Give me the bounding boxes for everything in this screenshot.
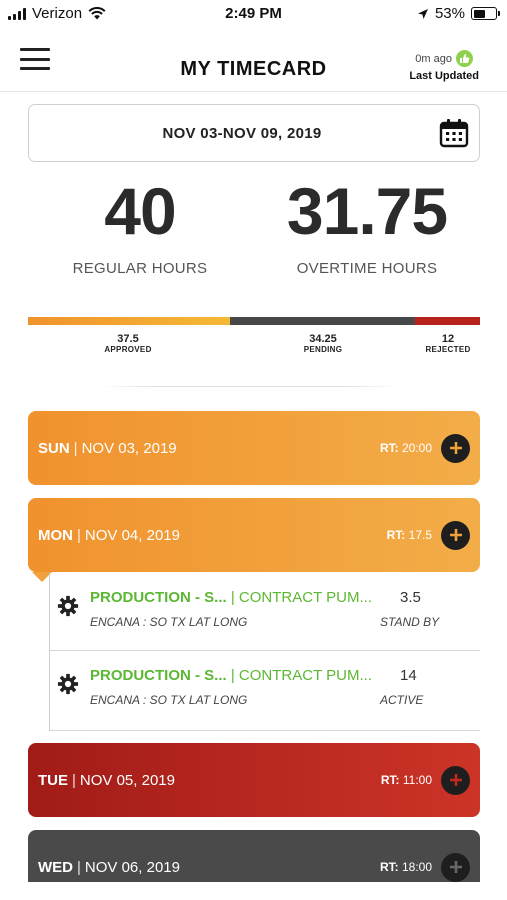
section-divider [100, 386, 400, 387]
overtime-hours-label: OVERTIME HOURS [296, 260, 438, 277]
date-range-picker[interactable]: NOV 03-NOV 09, 2019 [28, 104, 480, 162]
rejected-value: 12 [441, 333, 455, 345]
regular-hours-label: REGULAR HOURS [72, 260, 208, 277]
entry-location: ENCANA : SO TX LAT LONG [90, 615, 248, 629]
day-card-mon[interactable]: MON | NOV 04, 2019 RT: 17.5 [28, 498, 480, 572]
battery-level [473, 9, 485, 18]
rejected-label: REJECTED [425, 345, 471, 354]
rt-label: RT: [380, 773, 400, 787]
calendar-icon[interactable] [439, 118, 469, 148]
overtime-hours: 31.75 OVERTIME HOURS [267, 178, 467, 277]
status-bar: Verizon 2:49 PM 53% [0, 0, 507, 28]
scroll-clip: WED | NOV 06, 2019 RT: 18:00 [0, 830, 507, 882]
day-rt: RT: 20:00 [380, 441, 432, 455]
add-entry-button[interactable] [441, 852, 470, 882]
time-entry[interactable]: PRODUCTION - S... | CONTRACT PUM... 14 E… [50, 651, 480, 731]
day-name: WED [38, 858, 73, 876]
time-entry[interactable]: PRODUCTION - S... | CONTRACT PUM... 3.5 … [50, 573, 480, 651]
status-breakdown-bar [28, 317, 480, 325]
regular-hours: 40 REGULAR HOURS [40, 178, 240, 277]
rt-label: RT: [386, 528, 406, 542]
plus-icon [449, 442, 462, 454]
hamburger-menu-icon[interactable] [20, 48, 50, 70]
entry-job: PRODUCTION - S... [90, 589, 227, 606]
approved-segment [28, 317, 231, 325]
day-card-wed[interactable]: WED | NOV 06, 2019 RT: 18:00 [28, 830, 480, 882]
rt-label: RT: [379, 441, 399, 455]
page-title: MY TIMECARD [180, 58, 327, 80]
date-range-label: NOV 03-NOV 09, 2019 [162, 124, 322, 142]
regular-hours-value: 40 [104, 174, 176, 248]
approved-label: APPROVED [104, 345, 152, 354]
day-rt: RT: 17.5 [387, 528, 432, 542]
day-name: MON [38, 526, 73, 544]
pending-label: PENDING [303, 345, 343, 354]
day-date: NOV 03, 2019 [81, 439, 177, 457]
day-name: TUE [38, 771, 68, 789]
pending-stat: 34.25 PENDING [293, 333, 353, 354]
entry-title: PRODUCTION - S... | CONTRACT PUM... [90, 589, 372, 606]
rt-label: RT: [379, 860, 399, 874]
plus-icon [449, 529, 462, 541]
day-date: NOV 06, 2019 [84, 858, 180, 876]
wifi-icon [88, 7, 106, 20]
day-rt: RT: 18:00 [380, 860, 432, 874]
day-rt: RT: 11:00 [381, 773, 432, 787]
entry-job: PRODUCTION - S... [90, 667, 227, 684]
rejected-stat: 12 REJECTED [418, 333, 478, 354]
entry-location: ENCANA : SO TX LAT LONG [90, 693, 248, 707]
day-label: SUN | NOV 03, 2019 [38, 439, 177, 457]
status-bar-right: 53% [417, 5, 500, 22]
plus-icon [449, 774, 462, 786]
approved-value: 37.5 [117, 333, 139, 345]
entry-status: STAND BY [380, 615, 440, 629]
entry-hours: 14 [400, 667, 417, 684]
day-date: NOV 05, 2019 [79, 771, 175, 789]
status-bar-left: Verizon [8, 5, 106, 22]
day-card-tue[interactable]: TUE | NOV 05, 2019 RT: 11:00 [28, 743, 480, 817]
entry-hours: 3.5 [400, 589, 421, 606]
day-label: MON | NOV 04, 2019 [38, 526, 180, 544]
entry-title: PRODUCTION - S... | CONTRACT PUM... [90, 667, 372, 684]
rt-value: 11:00 [402, 773, 432, 787]
battery-percent: 53% [434, 5, 465, 22]
day-label: TUE | NOV 05, 2019 [38, 771, 175, 789]
day-card-sun[interactable]: SUN | NOV 03, 2019 RT: 20:00 [28, 411, 480, 485]
time-entries-list: PRODUCTION - S... | CONTRACT PUM... 3.5 … [49, 573, 480, 731]
pending-segment [230, 317, 416, 325]
rt-value: 20:00 [401, 441, 432, 455]
rejected-segment [415, 317, 480, 325]
thumbs-up-icon [456, 50, 473, 67]
gear-icon[interactable] [57, 595, 79, 617]
add-entry-button[interactable] [441, 765, 470, 795]
carrier-name: Verizon [32, 5, 83, 22]
day-name: SUN [38, 439, 70, 457]
signal-icon [8, 7, 26, 20]
clock: 2:49 PM [225, 5, 282, 22]
entry-separator: | [230, 589, 235, 606]
rt-value: 17.5 [408, 528, 432, 542]
plus-icon [449, 861, 462, 873]
overtime-hours-value: 31.75 [286, 174, 448, 248]
entry-customer: CONTRACT PUM... [238, 667, 372, 684]
entry-customer: CONTRACT PUM... [238, 589, 372, 606]
entry-status: ACTIVE [380, 693, 424, 707]
updated-ago: 0m ago [415, 52, 452, 65]
approved-stat: 37.5 APPROVED [98, 333, 158, 354]
day-label: WED | NOV 06, 2019 [38, 858, 180, 876]
add-entry-button[interactable] [441, 520, 470, 550]
battery-icon [471, 7, 500, 20]
gear-icon[interactable] [57, 673, 79, 695]
last-updated: 0m ago Last Updated [409, 50, 479, 82]
app-header: MY TIMECARD 0m ago Last Updated [0, 40, 507, 92]
rt-value: 18:00 [401, 860, 432, 874]
day-date: NOV 04, 2019 [84, 526, 180, 544]
entry-separator: | [230, 667, 235, 684]
add-entry-button[interactable] [441, 433, 470, 463]
expanded-pointer [32, 572, 52, 582]
last-updated-label: Last Updated [409, 70, 479, 82]
pending-value: 34.25 [309, 333, 337, 345]
location-arrow-icon [417, 8, 428, 19]
